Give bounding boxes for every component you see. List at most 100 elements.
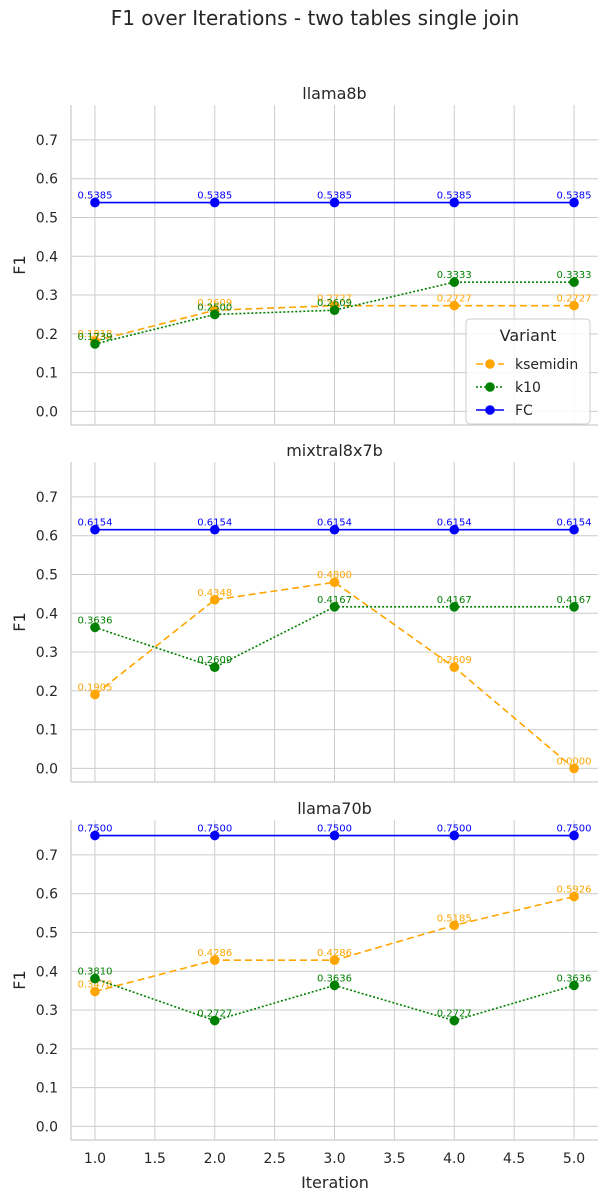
x-tick-label: 4.0: [443, 1151, 465, 1167]
data-label-FC: 0.6154: [557, 518, 592, 529]
y-tick-label: 0.5: [36, 210, 58, 226]
data-label-FC: 0.7500: [197, 824, 232, 835]
data-label-k10: 0.2727: [437, 1009, 472, 1020]
x-tick-label: 5.0: [563, 1151, 585, 1167]
legend-box: [465, 318, 591, 425]
series-line-ksemidin: [94, 581, 575, 770]
data-point-k10: [90, 622, 100, 633]
data-point-FC: [209, 830, 220, 841]
data-label-k10: 0.1739: [77, 332, 112, 343]
legend-marker-k10: [485, 382, 495, 392]
data-label-ksemidin: 0.0000: [557, 756, 592, 767]
data-point-ksemidin: [449, 662, 460, 673]
data-label-k10: 0.2500: [197, 302, 232, 313]
data-point-k10: [90, 339, 100, 349]
x-axis-label: Iteration: [301, 1173, 369, 1192]
y-tick-label: 0.1: [36, 723, 58, 739]
data-point-FC: [449, 197, 460, 208]
x-tick-label: 2.0: [204, 1151, 226, 1167]
data-label-FC: 0.6154: [77, 518, 112, 529]
data-label-FC: 0.5385: [437, 191, 472, 202]
y-tick-label: 0.0: [36, 761, 58, 777]
legend-marker-FC: [485, 405, 495, 415]
panel-title: mixtral8x7b: [286, 441, 383, 460]
y-tick-label: 0.1: [36, 1081, 58, 1097]
data-point-ksemidin: [449, 920, 460, 931]
y-tick-label: 0.3: [36, 288, 58, 304]
panel-mixtral8x7b: 0.0 0.1 0.2 0.3 0.4 0.5 0.6 0.7 mixtral8x7b F1 0.1…: [10, 441, 598, 783]
data-point-FC: [449, 830, 460, 841]
y-tick-label: 0.7: [36, 490, 58, 506]
data-label-ksemidin: 0.5185: [437, 913, 472, 924]
data-point-k10: [329, 305, 340, 316]
data-point-ksemidin: [569, 891, 579, 902]
data-point-FC: [329, 830, 340, 841]
data-label-k10: 0.3636: [317, 973, 352, 984]
y-tick-label: 0.4: [36, 606, 58, 622]
data-label-ksemidin: 0.4286: [317, 948, 352, 959]
y-tick-label: 0.3: [36, 1003, 58, 1019]
y-tick-label: 0.4: [36, 249, 58, 265]
data-point-FC: [90, 197, 100, 208]
data-label-FC: 0.6154: [437, 518, 472, 529]
y-tick-label: 0.7: [36, 133, 58, 149]
data-label-FC: 0.5385: [197, 191, 232, 202]
y-tick-label: 0.4: [36, 964, 58, 980]
data-point-FC: [209, 197, 220, 208]
data-point-ksemidin: [569, 763, 579, 774]
legend: Variant ksemidin k10 FC: [465, 318, 591, 425]
x-tick-label: 1.5: [144, 1151, 166, 1167]
y-axis-label: F1: [10, 255, 29, 274]
data-point-ksemidin: [90, 986, 100, 997]
data-label-k10: 0.3333: [557, 270, 592, 281]
data-label-ksemidin: 0.4800: [317, 570, 352, 581]
data-label-ksemidin: 0.2727: [317, 294, 352, 305]
data-point-ksemidin: [329, 577, 340, 588]
data-point-k10: [209, 309, 220, 320]
y-axis-label: F1: [10, 970, 29, 989]
data-point-FC: [209, 524, 220, 535]
data-label-ksemidin: 0.4286: [197, 948, 232, 959]
data-point-ksemidin: [209, 594, 220, 605]
data-label-ksemidin: 0.5926: [557, 885, 592, 896]
data-label-ksemidin: 0.3478: [77, 980, 112, 991]
data-point-k10: [329, 980, 340, 991]
panel-title: llama70b: [297, 799, 372, 818]
data-label-k10: 0.4167: [557, 595, 592, 606]
data-point-ksemidin: [209, 955, 220, 965]
data-label-k10: 0.2609: [317, 298, 352, 309]
data-label-k10: 0.3636: [77, 615, 112, 626]
data-label-ksemidin: 0.2609: [437, 655, 472, 666]
data-point-k10: [209, 1015, 220, 1026]
data-point-k10: [569, 980, 579, 991]
data-point-FC: [569, 197, 579, 208]
y-tick-label: 0.3: [36, 645, 58, 661]
y-tick-label: 0.1: [36, 366, 58, 382]
data-point-ksemidin: [569, 300, 579, 311]
x-tick-label: 1.0: [84, 1151, 106, 1167]
panel-title: llama8b: [302, 84, 366, 103]
data-point-k10: [449, 1015, 460, 1026]
data-point-ksemidin: [329, 955, 340, 965]
x-tick-label: 3.0: [323, 1151, 345, 1167]
legend-label-ksemidin: ksemidin: [515, 357, 578, 373]
data-label-FC: 0.5385: [317, 191, 352, 202]
x-tick-label: 4.5: [503, 1151, 525, 1167]
y-tick-label: 0.2: [36, 1042, 58, 1058]
y-tick-label: 0.0: [36, 404, 58, 420]
series-line-k10: [94, 977, 575, 1022]
data-label-k10: 0.3810: [77, 967, 112, 978]
data-point-k10: [90, 973, 100, 984]
data-label-ksemidin: 0.1818: [77, 329, 112, 340]
y-axis-label: F1: [10, 612, 29, 631]
data-label-FC: 0.7500: [317, 824, 352, 835]
data-point-k10: [209, 662, 220, 673]
data-label-k10: 0.4167: [317, 595, 352, 606]
y-tick-label: 0.2: [36, 327, 58, 343]
data-label-FC: 0.7500: [437, 824, 472, 835]
y-tick-label: 0.7: [36, 848, 58, 864]
legend-marker-ksemidin: [485, 359, 495, 369]
data-label-FC: 0.5385: [77, 191, 112, 202]
data-point-FC: [569, 830, 579, 841]
legend-title: Variant: [500, 326, 557, 345]
